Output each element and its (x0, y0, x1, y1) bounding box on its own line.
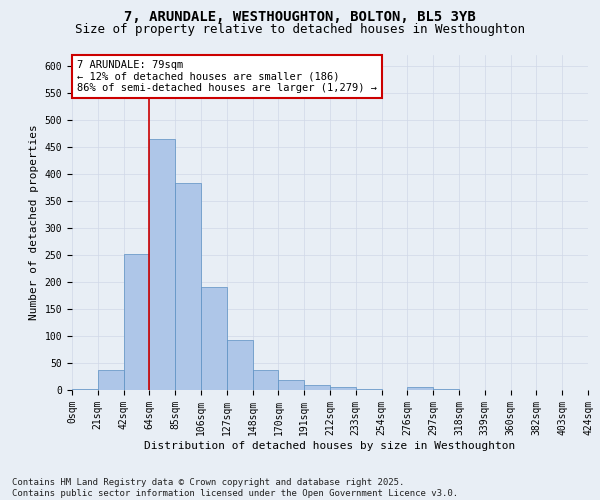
Bar (72, 389, 98, 390)
Bar (98, 370, 124, 390)
Bar (253, 370, 278, 390)
Bar (304, 384, 330, 390)
Bar (407, 388, 433, 390)
Bar (356, 389, 382, 390)
Y-axis label: Number of detached properties: Number of detached properties (29, 124, 39, 320)
Bar (124, 254, 149, 390)
Bar (433, 389, 459, 390)
Bar (330, 388, 356, 390)
Bar (227, 340, 253, 390)
Text: Contains HM Land Registry data © Crown copyright and database right 2025.
Contai: Contains HM Land Registry data © Crown c… (12, 478, 458, 498)
Bar (201, 288, 227, 390)
Text: Size of property relative to detached houses in Westhoughton: Size of property relative to detached ho… (75, 22, 525, 36)
Bar (278, 380, 304, 390)
Text: 7, ARUNDALE, WESTHOUGHTON, BOLTON, BL5 3YB: 7, ARUNDALE, WESTHOUGHTON, BOLTON, BL5 3… (124, 10, 476, 24)
Bar (149, 139, 175, 390)
Bar (175, 183, 201, 390)
X-axis label: Distribution of detached houses by size in Westhoughton: Distribution of detached houses by size … (145, 440, 515, 450)
Text: 7 ARUNDALE: 79sqm
← 12% of detached houses are smaller (186)
86% of semi-detache: 7 ARUNDALE: 79sqm ← 12% of detached hous… (77, 60, 377, 93)
